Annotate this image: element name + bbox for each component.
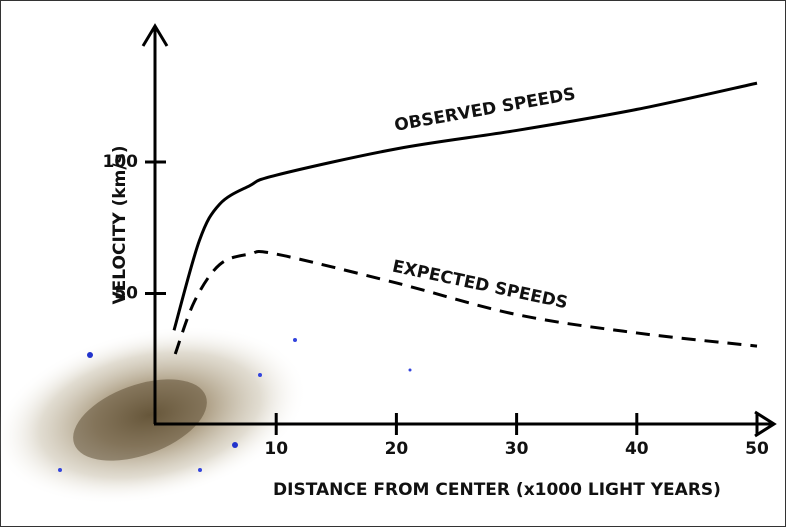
y-tick-label: 100: [103, 152, 139, 172]
x-tick-label: 20: [385, 439, 409, 459]
series-line: [173, 249, 758, 355]
series-line: [172, 81, 758, 331]
y-tick-label: 50: [114, 284, 138, 304]
x-tick-label: 40: [625, 439, 649, 459]
y-axis-title: VELOCITY (km/s): [110, 146, 130, 305]
x-tick-label: 30: [505, 439, 529, 459]
axes: [141, 23, 777, 438]
x-tick-label: 10: [264, 439, 288, 459]
x-tick-label: 50: [745, 439, 769, 459]
x-axis-title: DISTANCE FROM CENTER (x1000 LIGHT YEARS): [273, 480, 721, 500]
galaxy-image: [0, 325, 412, 505]
